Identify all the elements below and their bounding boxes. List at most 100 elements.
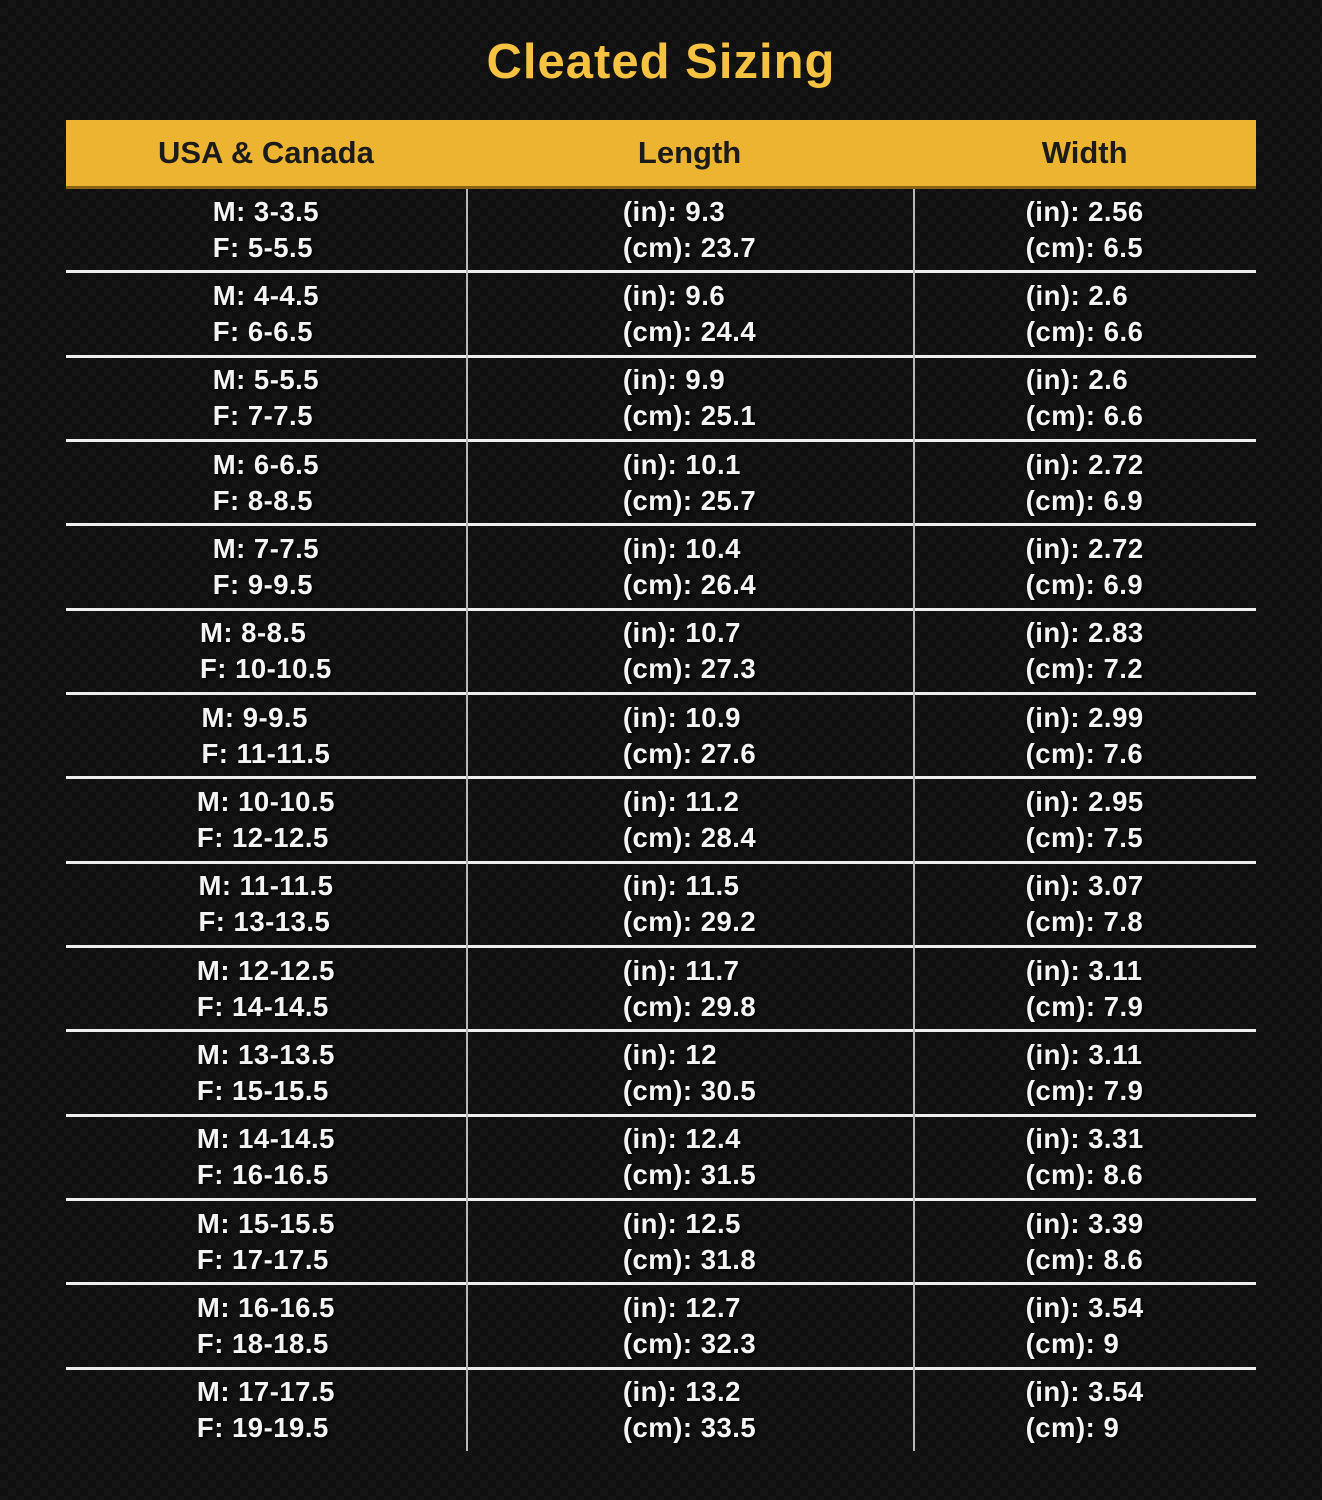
cell-line: (cm): 6.5 [1025,231,1144,263]
table-row: M: 8-8.5 F: 10-10.5 (in): 10.7 (cm): 27.3 (i… [66,607,1256,692]
cell-length: (in): 9.9 (cm): 25.1 [466,358,913,439]
cell-line: F: 6-6.5 [212,315,313,347]
cell-length: (in): 9.6 (cm): 24.4 [466,273,913,354]
cell-usa: M: 3-3.5 F: 5-5.5 [66,189,466,270]
cell-line: M: 7-7.5 [212,532,320,564]
cell-line: (in): 2.56 [1025,195,1144,227]
cell-line: (cm): 23.7 [622,231,757,263]
cell-line: (cm): 29.2 [622,906,757,938]
size-table: M: 3-3.5 F: 5-5.5 (in): 9.3 (cm): 23.7 (in):… [66,189,1256,1451]
cell-length: (in): 12 (cm): 30.5 [466,1032,913,1113]
cell-line: M: 9-9.5 [201,701,308,733]
cell-line: F: 7-7.5 [212,400,313,432]
cell-line: (in): 12.4 [622,1123,741,1155]
cell-line: (cm): 27.3 [622,653,757,685]
cell-length: (in): 10.4 (cm): 26.4 [466,526,913,607]
table-row: M: 17-17.5 F: 19-19.5 (in): 13.2 (cm): 33.5… [66,1366,1256,1451]
cell-line: F: 8-8.5 [212,484,313,516]
cell-line: (in): 11.7 [622,954,740,986]
cell-usa: M: 14-14.5 F: 16-16.5 [66,1117,466,1198]
cell-line: F: 10-10.5 [199,653,332,685]
column-header-usa-canada: USA & Canada [157,135,374,170]
cell-length: (in): 11.5 (cm): 29.2 [466,864,913,945]
cell-width: (in): 3.54 (cm): 9 [913,1285,1256,1366]
cell-line: (cm): 25.7 [622,484,757,516]
cell-width: (in): 3.31 (cm): 8.6 [913,1117,1256,1198]
cell-usa: M: 11-11.5 F: 13-13.5 [66,864,466,945]
cell-line: (cm): 26.4 [622,568,757,600]
cell-length: (in): 10.9 (cm): 27.6 [466,695,913,776]
cell-width: (in): 2.72 (cm): 6.9 [913,442,1256,523]
cell-line: (cm): 7.9 [1025,990,1144,1022]
cell-line: (cm): 31.8 [622,1243,757,1275]
cell-line: M: 13-13.5 [196,1038,335,1070]
cell-line: F: 19-19.5 [196,1412,329,1444]
cell-line: M: 3-3.5 [212,195,320,227]
table-row: M: 7-7.5 F: 9-9.5 (in): 10.4 (cm): 26.4 (in)… [66,523,1256,608]
cell-line: (in): 10.7 [622,617,741,649]
cell-line: (in): 3.39 [1025,1207,1144,1239]
cell-line: (cm): 8.6 [1025,1159,1144,1191]
cell-line: (in): 2.83 [1025,617,1144,649]
cell-line: M: 16-16.5 [196,1291,335,1323]
cell-line: (cm): 6.6 [1025,400,1144,432]
cell-line: (in): 12 [622,1038,717,1070]
cell-width: (in): 3.39 (cm): 8.6 [913,1201,1256,1282]
cell-line: M: 17-17.5 [196,1376,335,1408]
cell-length: (in): 12.7 (cm): 32.3 [466,1285,913,1366]
cell-line: (cm): 7.8 [1025,906,1144,938]
cell-line: F: 16-16.5 [196,1159,329,1191]
table-row: M: 13-13.5 F: 15-15.5 (in): 12 (cm): 30.5 (i… [66,1029,1256,1114]
cell-width: (in): 2.99 (cm): 7.6 [913,695,1256,776]
cell-line: (cm): 31.5 [622,1159,757,1191]
cell-line: F: 13-13.5 [198,906,331,938]
cell-line: M: 14-14.5 [196,1123,335,1155]
table-row: M: 10-10.5 F: 12-12.5 (in): 11.2 (cm): 28.4… [66,776,1256,861]
cell-line: (cm): 9 [1025,1412,1120,1444]
cell-line: (in): 10.4 [622,532,741,564]
cell-usa: M: 10-10.5 F: 12-12.5 [66,779,466,860]
cell-usa: M: 13-13.5 F: 15-15.5 [66,1032,466,1113]
cell-usa: M: 15-15.5 F: 17-17.5 [66,1201,466,1282]
cell-width: (in): 3.07 (cm): 7.8 [913,864,1256,945]
table-row: M: 11-11.5 F: 13-13.5 (in): 11.5 (cm): 29.2… [66,860,1256,945]
cell-width: (in): 3.54 (cm): 9 [913,1370,1256,1451]
cell-line: (in): 3.54 [1025,1291,1144,1323]
cell-line: M: 12-12.5 [196,954,335,986]
table-body: M: 3-3.5 F: 5-5.5 (in): 9.3 (cm): 23.7 (in):… [66,189,1256,1451]
cell-line: (cm): 6.6 [1025,315,1144,347]
cell-width: (in): 2.56 (cm): 6.5 [913,189,1256,270]
cell-usa: M: 16-16.5 F: 18-18.5 [66,1285,466,1366]
table-row: M: 14-14.5 F: 16-16.5 (in): 12.4 (cm): 31.5… [66,1113,1256,1198]
table-row: M: 12-12.5 F: 14-14.5 (in): 11.7 (cm): 29.8… [66,944,1256,1030]
cell-usa: M: 9-9.5 F: 11-11.5 [66,695,466,776]
cell-width: (in): 2.83 (cm): 7.2 [913,611,1256,692]
cell-line: (in): 11.5 [622,870,740,902]
cell-width: (in): 2.6 (cm): 6.6 [913,358,1256,439]
cell-line: M: 11-11.5 [198,870,334,902]
cell-line: (cm): 7.6 [1025,737,1144,769]
cell-length: (in): 12.5 (cm): 31.8 [466,1201,913,1282]
table-row: M: 4-4.5 F: 6-6.5 (in): 9.6 (cm): 24.4 (in):… [66,270,1256,355]
cell-usa: M: 5-5.5 F: 7-7.5 [66,358,466,439]
cell-line: (cm): 6.9 [1025,484,1144,516]
cell-line: (in): 12.7 [622,1291,741,1323]
cell-line: (in): 3.54 [1025,1376,1144,1408]
column-header-width: Width [1041,135,1128,170]
cell-line: F: 5-5.5 [212,231,313,263]
cell-line: (cm): 28.4 [622,821,757,853]
cell-line: F: 14-14.5 [196,990,329,1022]
table-row: M: 3-3.5 F: 5-5.5 (in): 9.3 (cm): 23.7 (in):… [66,189,1256,270]
cell-usa: M: 17-17.5 F: 19-19.5 [66,1370,466,1451]
column-divider-1 [465,189,468,1451]
cell-line: (cm): 6.9 [1025,568,1144,600]
cell-line: F: 18-18.5 [196,1327,329,1359]
cell-line: (in): 3.11 [1025,1038,1143,1070]
cell-line: (cm): 7.9 [1025,1074,1144,1106]
cell-line: (in): 3.11 [1025,954,1143,986]
cell-line: F: 15-15.5 [196,1074,329,1106]
cell-width: (in): 2.72 (cm): 6.9 [913,526,1256,607]
cell-line: F: 12-12.5 [196,821,329,853]
cell-length: (in): 9.3 (cm): 23.7 [466,189,913,270]
cell-line: (in): 9.9 [622,364,726,396]
